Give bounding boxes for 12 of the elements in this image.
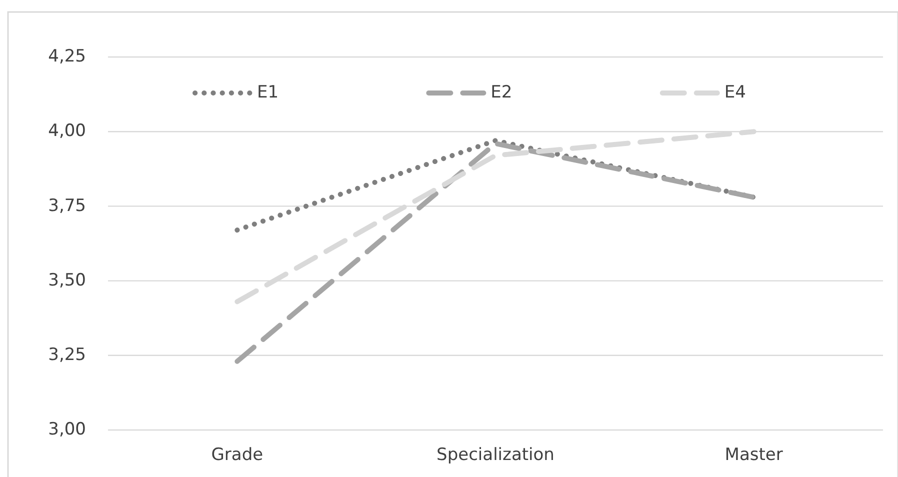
legend-label: E4 [724, 82, 746, 103]
y-tick-label: 3,50 [48, 270, 86, 290]
y-tick-label: 3,25 [48, 345, 86, 366]
y-tick-label: 3,00 [48, 420, 86, 440]
y-tick-label: 4,00 [48, 121, 86, 142]
y-tick-label: 4,25 [48, 46, 86, 67]
x-tick-label: Master [724, 445, 783, 465]
y-tick-label: 3,75 [48, 196, 86, 216]
legend-label: E1 [257, 82, 279, 103]
x-tick-label: Specialization [436, 445, 554, 465]
x-tick-label: Grade [211, 445, 264, 465]
legend-label: E2 [490, 82, 512, 103]
